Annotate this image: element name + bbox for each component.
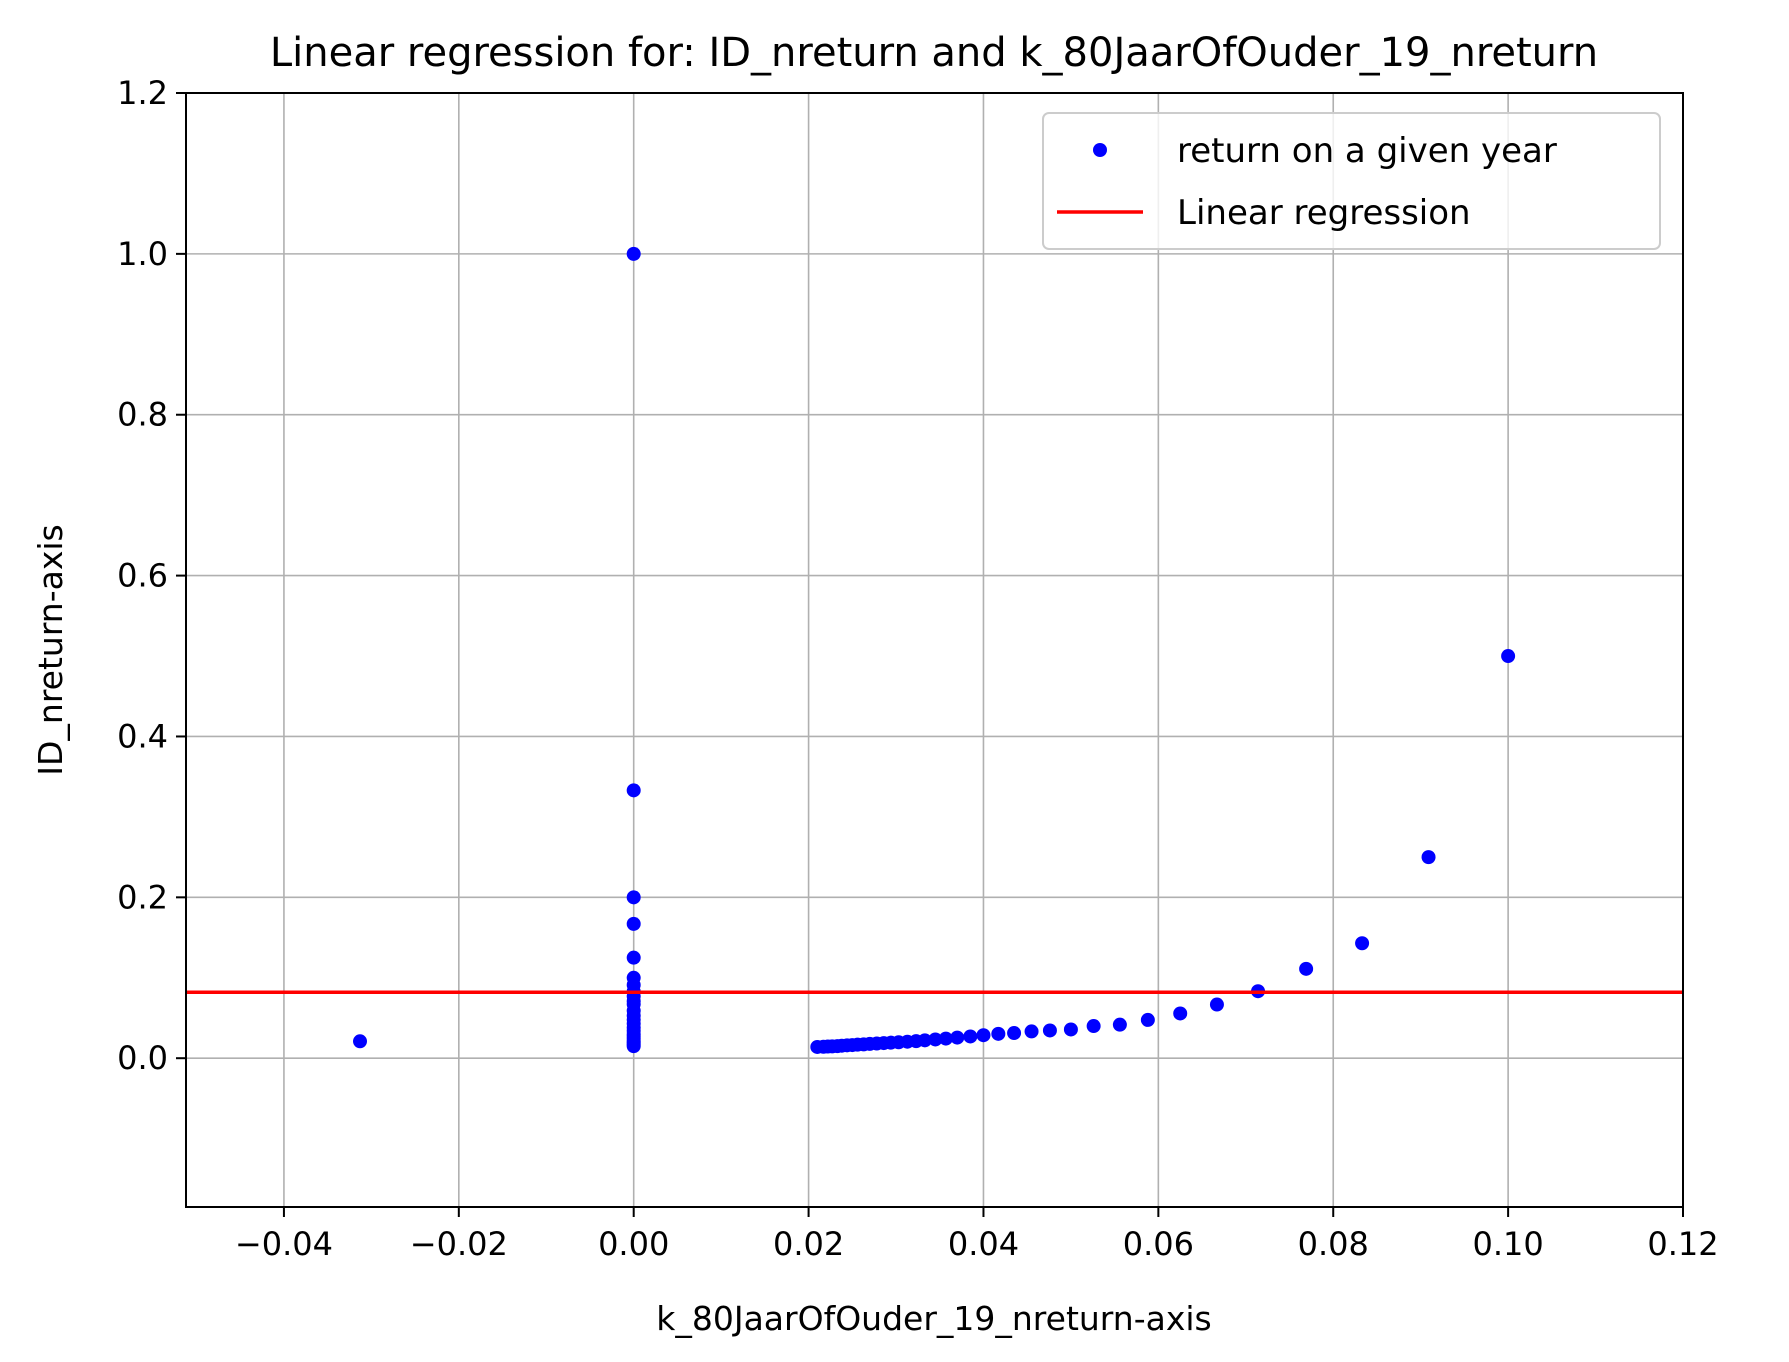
- plot-area: [186, 246, 1683, 1054]
- scatter-point: [1042, 1023, 1057, 1038]
- scatter-point: [626, 890, 641, 905]
- scatter-point: [626, 950, 641, 965]
- grid-lines: [186, 92, 1684, 1207]
- scatter-point: [353, 1034, 368, 1049]
- x-tick-label: 0.02: [773, 1225, 844, 1263]
- x-tick-label: 0.04: [948, 1225, 1019, 1263]
- x-tick-label: 0.12: [1647, 1225, 1718, 1263]
- scatter-point: [1173, 1006, 1188, 1021]
- x-tick-label: −0.04: [235, 1225, 333, 1263]
- y-tick-label: 0.8: [117, 396, 168, 434]
- scatter-point: [1299, 961, 1314, 976]
- legend-label-scatter: return on a given year: [1177, 131, 1557, 171]
- legend-scatter-marker: [1093, 143, 1107, 157]
- y-tick-label: 0.6: [117, 557, 168, 595]
- x-axis-ticks: −0.04 −0.02 0.00 0.02 0.04 0.06 0.08 0.10 0.12: [235, 1207, 1719, 1263]
- legend-box: [1042, 112, 1661, 250]
- scatter-point: [1007, 1026, 1022, 1041]
- scatter-point: [976, 1028, 991, 1043]
- scatter-point: [626, 783, 641, 798]
- scatter-point: [963, 1029, 978, 1044]
- x-tick-label: 0.10: [1472, 1225, 1543, 1263]
- scatter-point: [1063, 1022, 1078, 1037]
- scatter-point: [1209, 997, 1224, 1012]
- scatter-point: [626, 916, 641, 931]
- chart-title: Linear regression for: ID_nreturn and k_…: [270, 30, 1598, 76]
- scatter-point: [1421, 850, 1436, 865]
- scatter-point: [991, 1026, 1006, 1041]
- scatter-point: [1140, 1012, 1155, 1027]
- scatter-point: [928, 1032, 943, 1047]
- y-tick-label: 0.0: [117, 1039, 168, 1077]
- scatter-point: [938, 1031, 953, 1046]
- x-axis-label: k_80JaarOfOuder_19_nreturn-axis: [656, 1299, 1211, 1338]
- x-tick-label: 0.00: [598, 1225, 669, 1263]
- y-tick-label: 0.4: [117, 717, 168, 755]
- scatter-point: [1501, 649, 1516, 664]
- x-tick-label: −0.02: [410, 1225, 508, 1263]
- scatter-point: [1355, 936, 1370, 951]
- legend: return on a given year Linear regression: [1042, 112, 1661, 250]
- y-axis-ticks: 0.0 0.2 0.4 0.6 0.8 1.0 1.2: [117, 74, 186, 1077]
- plot-frame: [185, 92, 1684, 1208]
- y-axis-label: ID_nreturn-axis: [31, 524, 70, 775]
- scatter-point: [626, 1039, 641, 1054]
- y-tick-label: 0.2: [117, 878, 168, 916]
- x-tick-label: 0.06: [1123, 1225, 1194, 1263]
- scatter-point: [950, 1030, 965, 1045]
- scatter-point: [1024, 1024, 1039, 1039]
- scatter-points: [353, 246, 1516, 1054]
- scatter-point: [917, 1033, 932, 1048]
- y-tick-label: 1.2: [117, 74, 168, 112]
- x-tick-label: 0.08: [1298, 1225, 1369, 1263]
- legend-label-line: Linear regression: [1177, 193, 1471, 233]
- scatter-point: [1112, 1017, 1127, 1032]
- scatter-point: [1086, 1019, 1101, 1034]
- scatter-point: [626, 246, 641, 261]
- y-tick-label: 1.0: [117, 235, 168, 273]
